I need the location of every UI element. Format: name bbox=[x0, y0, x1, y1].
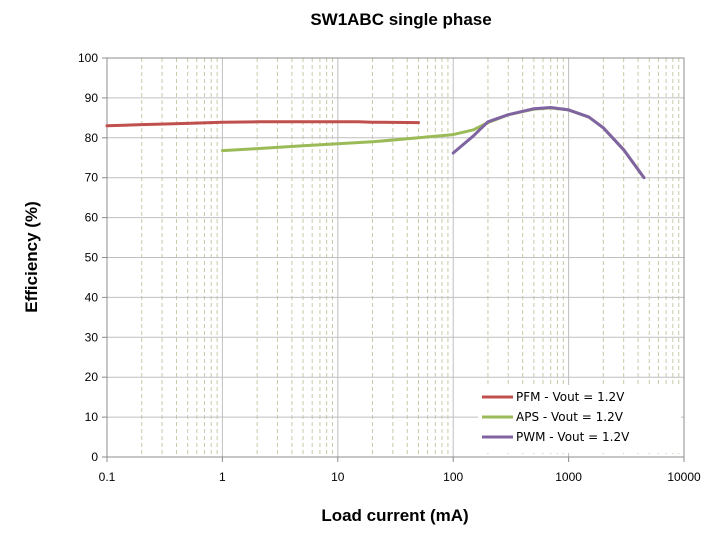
y-tick-label: 10 bbox=[85, 410, 99, 424]
x-tick-label: 1000 bbox=[555, 470, 582, 484]
legend-label: PFM - Vout = 1.2V bbox=[516, 390, 625, 404]
y-tick-label: 20 bbox=[85, 370, 99, 384]
y-tick-label: 100 bbox=[78, 51, 98, 65]
series-lines bbox=[105, 106, 646, 180]
y-axis-ticks: 0 10 20 30 40 50 60 70 80 90 100 bbox=[78, 51, 107, 464]
y-tick-label: 30 bbox=[85, 330, 99, 344]
x-axis-title: Load current (mA) bbox=[321, 506, 468, 525]
y-tick-label: 80 bbox=[85, 131, 99, 145]
legend-label: APS - Vout = 1.2V bbox=[516, 410, 624, 424]
y-tick-label: 0 bbox=[91, 450, 98, 464]
x-tick-label: 100 bbox=[443, 470, 463, 484]
series-line-2 bbox=[220, 106, 646, 180]
series-line-1 bbox=[105, 120, 420, 128]
legend: PFM - Vout = 1.2V APS - Vout = 1.2V PWM - … bbox=[478, 385, 681, 453]
y-tick-label: 90 bbox=[85, 91, 99, 105]
x-axis-ticks: 0.1 1 10 100 1000 10000 bbox=[99, 457, 701, 484]
series-line-3 bbox=[451, 106, 646, 180]
legend-label: PWM - Vout = 1.2V bbox=[516, 430, 630, 444]
y-tick-label: 40 bbox=[85, 290, 99, 304]
y-tick-label: 50 bbox=[85, 251, 99, 265]
y-axis-title: Efficiency (%) bbox=[22, 201, 41, 312]
x-tick-label: 10000 bbox=[667, 470, 701, 484]
y-tick-label: 60 bbox=[85, 211, 99, 225]
x-tick-label: 0.1 bbox=[99, 470, 116, 484]
chart-title: SW1ABC single phase bbox=[310, 10, 491, 29]
x-tick-label: 10 bbox=[331, 470, 345, 484]
y-tick-label: 70 bbox=[85, 171, 99, 185]
x-tick-label: 1 bbox=[219, 470, 226, 484]
